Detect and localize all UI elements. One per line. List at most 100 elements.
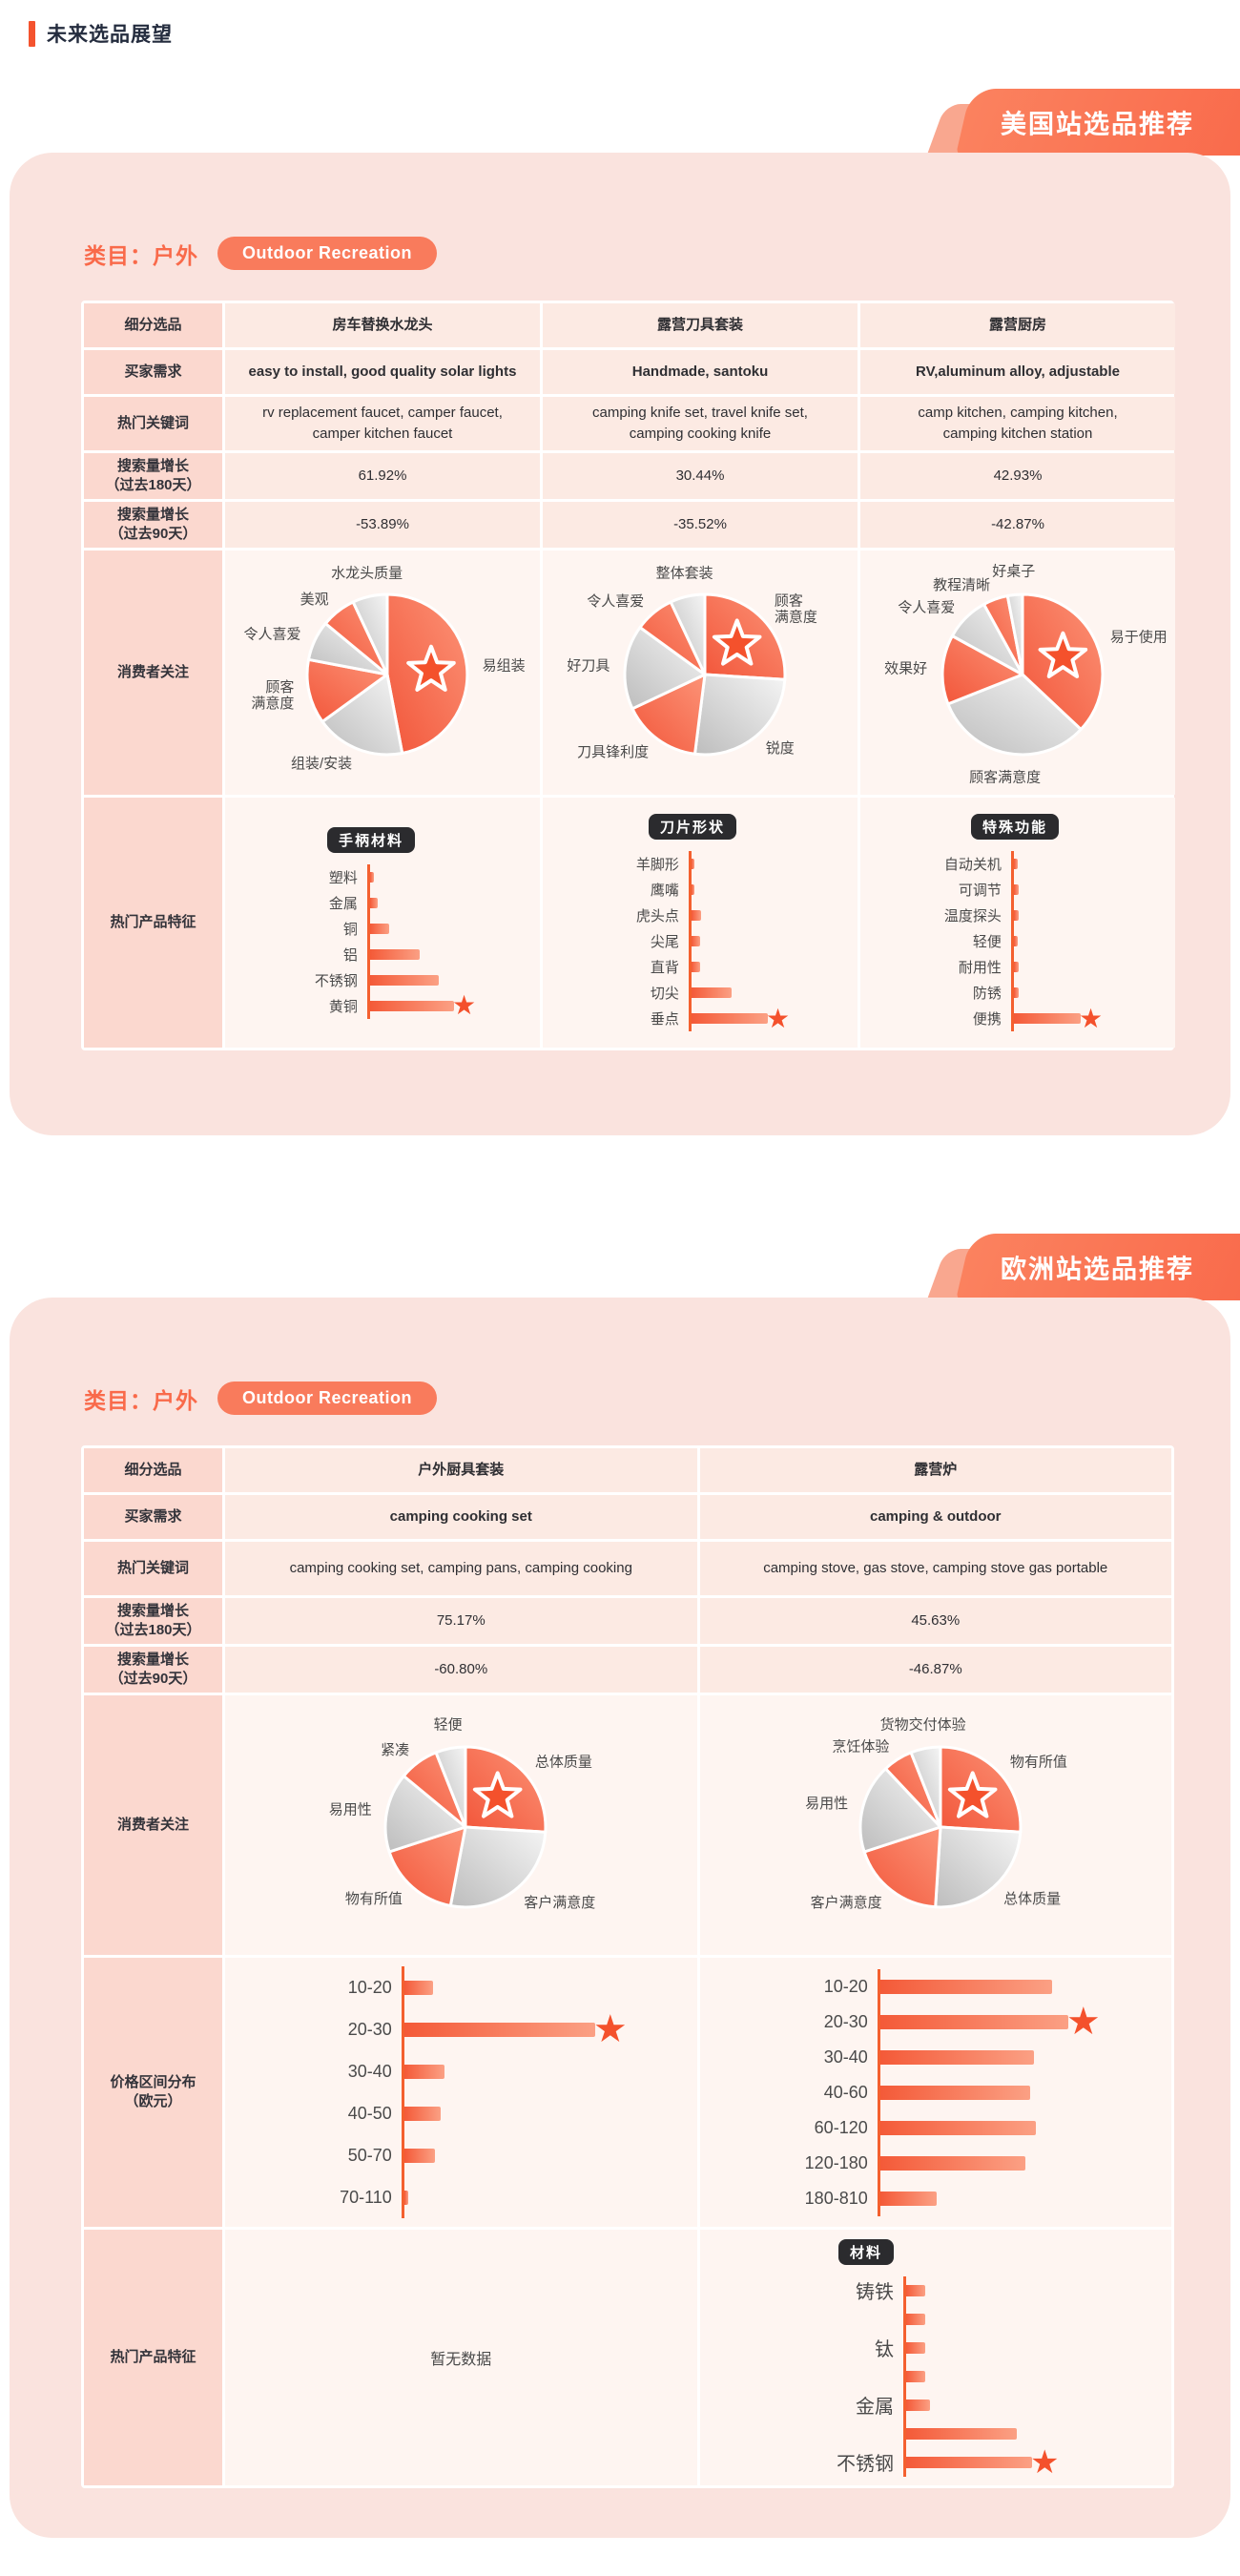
bar-row: 鹰嘴 <box>610 877 694 903</box>
bar-row: 铸铁 <box>812 2275 925 2305</box>
eu-category-row: 类目：户外 Outdoor Recreation <box>84 1381 438 1415</box>
bar-track: ★ <box>903 2443 1060 2481</box>
bar-track: ★ <box>1010 1005 1103 1031</box>
bar <box>403 2106 441 2121</box>
cell-growth180: 45.63% <box>699 1598 1171 1644</box>
us-category-row: 类目：户外 Outdoor Recreation <box>84 237 438 270</box>
bar-row: 黄铜 ★ <box>289 990 477 1020</box>
bar <box>906 2370 925 2382</box>
cell-consumer-focus: 顾客满意度 锐度 刀具锋利度 好刀具 令人喜爱 整体套装 <box>543 551 858 795</box>
bar <box>906 2456 1032 2468</box>
pie-slice-label: 易用性 <box>805 1796 848 1812</box>
bar-row: 尖尾 <box>610 928 700 954</box>
bar-track <box>1010 980 1019 1006</box>
star-icon: ★ <box>1030 2443 1060 2481</box>
cell-demand: Handmade, santoku <box>543 350 858 394</box>
pie-slice-label: 易于使用 <box>1110 629 1168 645</box>
row-label-features: 热门产品特征 <box>84 798 222 1048</box>
bar-label: 20-30 <box>347 2019 392 2039</box>
pie-slice-label: 紧凑 <box>381 1742 409 1758</box>
pie-slice <box>434 1745 467 1829</box>
pie-slice <box>623 626 707 711</box>
cell-growth180: 42.93% <box>860 453 1175 499</box>
bar <box>403 2190 408 2205</box>
bar-label: 40-60 <box>823 2082 868 2102</box>
pie-slice-label: 整体套装 <box>656 565 713 581</box>
row-label-keywords: 热门关键词 <box>84 1542 222 1595</box>
bar-label: 防锈 <box>972 986 1002 1002</box>
bar-row <box>812 2304 925 2334</box>
bar <box>906 2284 925 2296</box>
star-icon: ★ <box>451 990 477 1020</box>
cell-product: 露营厨房 <box>860 303 1175 347</box>
bar-label: 金属 <box>328 895 358 912</box>
cell-consumer-focus: 总体质量 客户满意度 物有所值 易用性 紧凑 轻便 <box>225 1695 697 1955</box>
cell-growth90: -46.87% <box>699 1647 1171 1693</box>
bar <box>906 2313 925 2325</box>
feature-bar-chart: 特殊功能 自动关机 可调节 温度探头 轻便 耐用性 防锈 便携 ★ <box>933 814 1103 1031</box>
star-icon <box>473 1771 523 1818</box>
bar-track <box>401 2092 441 2134</box>
pie-slice-label: 客户满意度 <box>810 1894 881 1911</box>
bar <box>1013 884 1019 895</box>
bar <box>403 2022 595 2037</box>
pie-slice-label: 组装/安装 <box>291 756 352 772</box>
cell-keywords: camping knife set, travel knife set, cam… <box>543 397 858 450</box>
page-title: 未来选品展望 <box>47 24 173 46</box>
eu-selection-table: 细分选品 户外厨具套装 露营炉 买家需求 camping cooking set camp… <box>81 1445 1174 2488</box>
cell-growth180: 61.92% <box>225 453 540 499</box>
cell-price-distribution: 10-20 20-30 ★ 30-40 40-60 60-120 120-180 180-81… <box>699 1958 1171 2227</box>
cell-price-distribution: 10-20 20-30 ★ 30-40 40-50 50-70 70-110 <box>225 1958 697 2227</box>
bar-label: 铝 <box>342 946 358 964</box>
bar-label: 虎头点 <box>635 908 679 924</box>
category-label: 类目：户外 <box>84 242 198 268</box>
bar-row: 耐用性 <box>933 954 1019 980</box>
bar-row: 塑料 <box>289 863 374 890</box>
bar-row: 轻便 <box>933 928 1018 954</box>
us-selection-table: 细分选品 房车替换水龙头 露营刀具套装 露营厨房 买家需求 easy to install… <box>81 301 1175 1050</box>
bar <box>1013 962 1019 972</box>
chart-title-badge: 刀片形状 <box>648 814 736 840</box>
bar-track <box>366 863 374 890</box>
chart-title-badge: 手柄材料 <box>326 826 415 853</box>
bar-label: 50-70 <box>347 2145 392 2165</box>
bar <box>879 1979 1052 1994</box>
bar-track <box>903 2361 925 2391</box>
bar-label: 10-20 <box>823 1976 868 1996</box>
pie-slice-label: 刀具锋利度 <box>577 744 649 760</box>
bar-row: 羊脚形 <box>610 851 694 877</box>
bar <box>906 2427 1018 2440</box>
cell-demand: RV,aluminum alloy, adjustable <box>860 350 1175 394</box>
bar <box>906 2399 931 2411</box>
bar-track <box>1010 903 1019 928</box>
pie-slice-label: 令人喜爱 <box>898 599 955 615</box>
bar-track <box>688 954 700 980</box>
pie-slice-label: 美观 <box>300 592 329 608</box>
bar-label: 耐用性 <box>958 960 1002 976</box>
cell-product: 露营刀具套装 <box>543 303 858 347</box>
bar-row: 120-180 <box>771 2145 1026 2181</box>
bar-row: 30-40 <box>771 2039 1034 2075</box>
bar-row: 可调节 <box>933 877 1019 903</box>
bar-row: 铝 <box>289 941 420 967</box>
pie-slice-label: 顾客满意度 <box>775 593 817 626</box>
bar-label: 尖尾 <box>650 934 679 950</box>
bar-track: ★ <box>877 2003 1101 2041</box>
row-label-features: 热门产品特征 <box>84 2230 222 2485</box>
bar-label: 切尖 <box>650 986 679 1002</box>
cell-growth180: 75.17% <box>225 1598 697 1644</box>
pie-slice-label: 易组装 <box>483 658 526 675</box>
no-data-text: 暂无数据 <box>430 2352 492 2368</box>
bar-track <box>877 2180 938 2216</box>
row-label-demand: 买家需求 <box>84 1495 222 1539</box>
star-icon: ★ <box>592 2008 628 2050</box>
bar-track <box>903 2275 925 2305</box>
bar <box>691 910 701 921</box>
row-label-growth180: 搜索量增长 （过去180天） <box>84 453 222 499</box>
feature-bar-chart: 10-20 20-30 ★ 30-40 40-50 50-70 70-110 <box>295 1966 628 2218</box>
bar-track <box>1010 928 1018 954</box>
